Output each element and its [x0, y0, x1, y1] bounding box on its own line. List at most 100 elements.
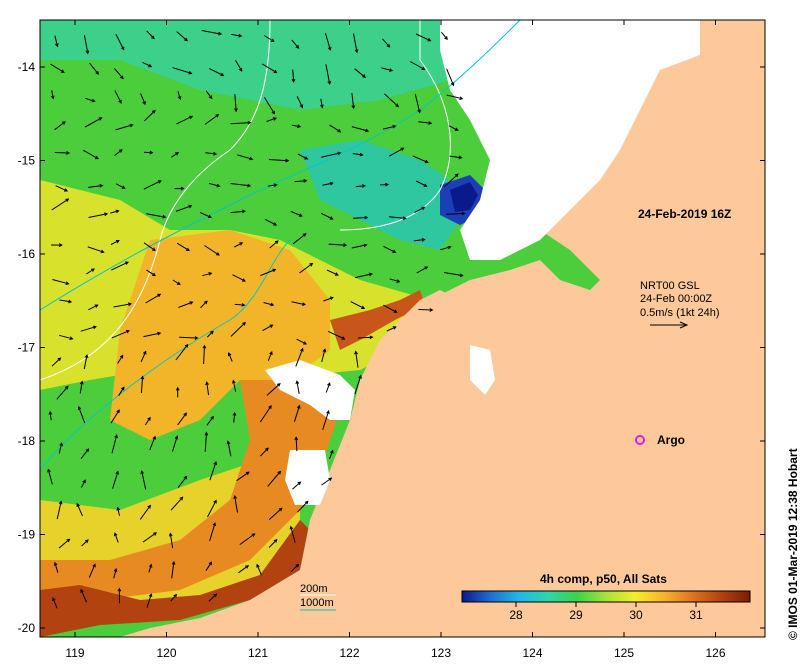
current-arrow-head [427, 38, 432, 42]
current-arrow-head [337, 151, 342, 156]
current-arrow-head [392, 249, 397, 253]
current-arrow-head [212, 522, 217, 527]
sst-cold-patch-core [450, 182, 478, 212]
current-arrow [206, 382, 210, 396]
current-arrow [110, 409, 120, 424]
current-arrow [84, 117, 102, 128]
current-arrow-head [92, 325, 97, 330]
current-arrow-head [175, 152, 180, 156]
current-arrow-head [242, 278, 246, 282]
latitude-axis: -14 -15 -16 -17 -18 -19 -20 [18, 60, 765, 635]
current-arrow-head [421, 66, 426, 70]
current-arrow-head [302, 233, 307, 237]
current-arrow-head [175, 386, 180, 391]
current-arrow [328, 243, 347, 246]
current-arrow [263, 302, 274, 306]
current-arrow [117, 507, 120, 516]
cloud-cover-gulf [470, 345, 495, 395]
current-arrow-head [205, 381, 209, 386]
current-arrow [140, 351, 147, 363]
current-arrow [80, 326, 97, 332]
current-arrow [321, 349, 326, 363]
current-arrow-head [354, 350, 358, 355]
current-arrow-head [59, 442, 63, 447]
current-arrow [381, 67, 393, 72]
current-arrow-head [329, 296, 334, 301]
current-arrow [351, 244, 367, 249]
current-arrow-head [297, 481, 302, 486]
current-arrow-head [213, 460, 217, 466]
current-arrow [264, 97, 275, 115]
current-arrow [114, 149, 123, 156]
current-arrow [54, 152, 70, 154]
current-arrow-head [295, 45, 300, 49]
current-arrow-head [171, 560, 176, 565]
current-arrow-head [232, 379, 236, 384]
current-arrow [144, 110, 156, 122]
current-arrow-head [424, 159, 429, 164]
current-arrow [170, 594, 177, 602]
current-arrow [329, 450, 334, 459]
current-arrow [230, 183, 251, 187]
current-arrow [268, 539, 278, 548]
argo-float-marker[interactable] [635, 435, 645, 445]
current-arrow-head [285, 158, 290, 163]
current-arrow [89, 62, 99, 75]
current-arrow-head [291, 78, 296, 83]
colorbar-tick-label: 31 [689, 608, 703, 622]
current-arrow-head [114, 434, 118, 439]
current-arrow [58, 334, 73, 340]
current-arrow-head [208, 561, 213, 566]
current-arrow-head [369, 335, 374, 340]
current-arrow-head [66, 151, 71, 155]
current-arrow [113, 303, 131, 308]
current-arrow [58, 442, 63, 454]
current-arrow [388, 147, 404, 157]
current-arrow-head [309, 262, 314, 267]
current-arrow-head [273, 183, 278, 187]
current-arrow [383, 245, 396, 253]
current-arrow [143, 242, 156, 251]
current-arrow-head [85, 50, 90, 55]
current-arrow [353, 33, 358, 53]
current-arrow-head [402, 216, 407, 221]
current-arrow-head [238, 67, 243, 72]
cloud-cover-coast-south [285, 450, 330, 505]
current-arrow-head [454, 173, 459, 178]
current-arrow-head [459, 273, 464, 278]
current-arrow-head [358, 374, 362, 379]
current-arrow [449, 155, 462, 159]
current-arrow-head [79, 380, 84, 385]
current-arrow-head [444, 36, 448, 41]
current-arrow-head [50, 95, 55, 100]
current-arrow-head [277, 470, 282, 475]
current-arrow [291, 39, 299, 49]
current-arrow [320, 212, 333, 220]
current-product-label: NRT00 GSL [640, 280, 700, 292]
current-arrow [79, 381, 83, 394]
current-arrow [140, 93, 146, 105]
current-arrow [297, 153, 308, 160]
current-arrow-head [157, 293, 162, 298]
current-arrow [354, 375, 362, 395]
current-arrow-head [368, 272, 373, 277]
current-arrow-head [121, 386, 125, 391]
current-arrow-head [60, 69, 65, 73]
current-arrow-head [364, 215, 369, 220]
current-arrow [76, 503, 83, 517]
current-arrow [295, 437, 298, 452]
current-scale-label: 0.5m/s (1kt 24h) [640, 307, 719, 319]
current-arrow-head [210, 415, 214, 420]
current-arrow [321, 477, 332, 486]
current-arrow [204, 114, 219, 125]
current-arrow-head [69, 336, 74, 340]
current-arrow [326, 269, 339, 276]
current-arrow-head [115, 240, 120, 244]
current-arrow [115, 33, 125, 50]
current-arrow [266, 117, 277, 122]
current-arrow [412, 155, 429, 163]
current-arrow [296, 381, 300, 395]
colorbar [461, 590, 751, 603]
current-arrow [230, 322, 246, 337]
current-arrow-head [232, 411, 237, 416]
